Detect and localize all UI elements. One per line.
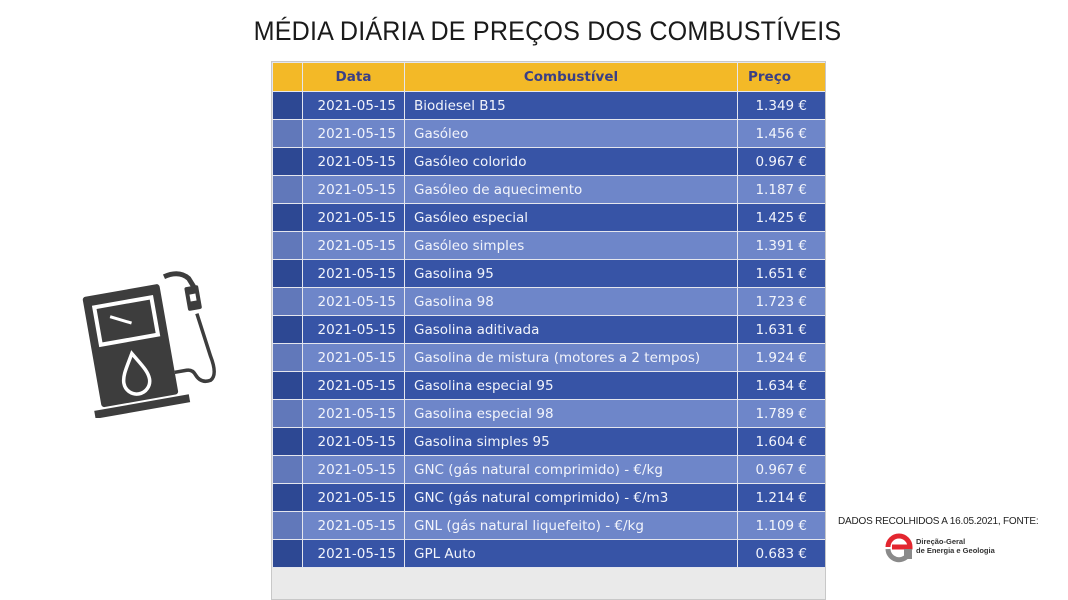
table-row: 2021-05-15 Gasolina 98 1.723 € <box>272 287 825 316</box>
price-cell: 1.187 € <box>737 175 825 204</box>
row-index-cell <box>272 343 303 372</box>
row-index-cell <box>272 119 303 148</box>
fuel-cell: GNC (gás natural comprimido) - €/kg <box>404 455 738 484</box>
table-row: 2021-05-15 Gasolina aditivada 1.631 € <box>272 315 825 344</box>
date-cell: 2021-05-15 <box>302 343 405 372</box>
page-title: MÉDIA DIÁRIA DE PREÇOS DOS COMBUSTÍVEIS <box>253 16 842 46</box>
fuel-pump-icon <box>80 268 220 419</box>
table-row: 2021-05-15 Gasolina especial 95 1.634 € <box>272 371 825 400</box>
fuel-price-table: Data Combustível Preço 2021-05-15 Biodies… <box>271 61 826 600</box>
header-date: Data <box>302 62 405 92</box>
fuel-cell: Gasolina especial 98 <box>404 399 738 428</box>
table-row: 2021-05-15 Gasolina especial 98 1.789 € <box>272 399 825 428</box>
table-row: 2021-05-15 GNL (gás natural liquefeito) -… <box>272 511 825 540</box>
date-cell: 2021-05-15 <box>302 371 405 400</box>
date-cell: 2021-05-15 <box>302 175 405 204</box>
table-row: 2021-05-15 Gasóleo simples 1.391 € <box>272 231 825 260</box>
date-cell: 2021-05-15 <box>302 231 405 260</box>
price-cell: 1.391 € <box>737 231 825 260</box>
date-cell: 2021-05-15 <box>302 259 405 288</box>
row-index-cell <box>272 427 303 456</box>
price-cell: 1.214 € <box>737 483 825 512</box>
fuel-cell: Biodiesel B15 <box>404 91 738 120</box>
fuel-cell: Gasolina 95 <box>404 259 738 288</box>
header-index-cell <box>272 62 303 92</box>
header-fuel: Combustível <box>404 62 738 92</box>
row-index-cell <box>272 483 303 512</box>
price-cell: 1.924 € <box>737 343 825 372</box>
row-index-cell <box>272 259 303 288</box>
table-row: 2021-05-15 Gasolina simples 95 1.604 € <box>272 427 825 456</box>
price-cell: 1.651 € <box>737 259 825 288</box>
logo-line-1: Direção-Geral <box>916 537 966 546</box>
price-cell: 1.789 € <box>737 399 825 428</box>
price-cell: 1.109 € <box>737 511 825 540</box>
row-index-cell <box>272 511 303 540</box>
fuel-cell: Gasolina aditivada <box>404 315 738 344</box>
date-cell: 2021-05-15 <box>302 455 405 484</box>
date-cell: 2021-05-15 <box>302 483 405 512</box>
fuel-cell: Gasóleo simples <box>404 231 738 260</box>
price-cell: 1.425 € <box>737 203 825 232</box>
table-row: 2021-05-15 GPL Auto 0.683 € <box>272 539 825 568</box>
table-row: 2021-05-15 Gasóleo colorido 0.967 € <box>272 147 825 176</box>
price-cell: 1.456 € <box>737 119 825 148</box>
row-index-cell <box>272 147 303 176</box>
fuel-cell: GPL Auto <box>404 539 738 568</box>
table-row: 2021-05-15 GNC (gás natural comprimido) -… <box>272 455 825 484</box>
table-row: 2021-05-15 Gasolina 95 1.651 € <box>272 259 825 288</box>
price-cell: 1.604 € <box>737 427 825 456</box>
price-cell: 1.634 € <box>737 371 825 400</box>
logo-line-2: de Energia e Geologia <box>916 546 995 555</box>
date-cell: 2021-05-15 <box>302 511 405 540</box>
price-cell: 0.967 € <box>737 455 825 484</box>
table-row: 2021-05-15 Gasóleo especial 1.425 € <box>272 203 825 232</box>
header-price: Preço <box>737 62 825 92</box>
table-row: 2021-05-15 GNC (gás natural comprimido) -… <box>272 483 825 512</box>
table-row: 2021-05-15 Biodiesel B15 1.349 € <box>272 91 825 120</box>
row-index-cell <box>272 315 303 344</box>
row-index-cell <box>272 203 303 232</box>
row-index-cell <box>272 371 303 400</box>
fuel-cell: Gasolina simples 95 <box>404 427 738 456</box>
table-row: 2021-05-15 Gasóleo 1.456 € <box>272 119 825 148</box>
fuel-cell: GNL (gás natural liquefeito) - €/kg <box>404 511 738 540</box>
fuel-cell: GNC (gás natural comprimido) - €/m3 <box>404 483 738 512</box>
date-cell: 2021-05-15 <box>302 147 405 176</box>
table-row: 2021-05-15 Gasolina de mistura (motores a… <box>272 343 825 372</box>
date-cell: 2021-05-15 <box>302 91 405 120</box>
price-cell: 0.683 € <box>737 539 825 568</box>
row-index-cell <box>272 455 303 484</box>
date-cell: 2021-05-15 <box>302 119 405 148</box>
fuel-cell: Gasóleo <box>404 119 738 148</box>
fuel-cell: Gasóleo especial <box>404 203 738 232</box>
date-cell: 2021-05-15 <box>302 315 405 344</box>
row-index-cell <box>272 231 303 260</box>
row-index-cell <box>272 399 303 428</box>
dgeg-logo-icon <box>885 533 913 563</box>
date-cell: 2021-05-15 <box>302 287 405 316</box>
price-cell: 1.349 € <box>737 91 825 120</box>
price-cell: 1.723 € <box>737 287 825 316</box>
table-header-row: Data Combustível Preço <box>272 62 825 92</box>
fuel-cell: Gasolina 98 <box>404 287 738 316</box>
row-index-cell <box>272 175 303 204</box>
dgeg-logo: Direção-Geral de Energia e Geologia <box>884 533 1024 565</box>
dgeg-logo-text: Direção-Geral de Energia e Geologia <box>916 537 995 555</box>
row-index-cell <box>272 91 303 120</box>
row-index-cell <box>272 287 303 316</box>
row-index-cell <box>272 539 303 568</box>
price-cell: 0.967 € <box>737 147 825 176</box>
fuel-cell: Gasolina de mistura (motores a 2 tempos) <box>404 343 738 372</box>
fuel-cell: Gasolina especial 95 <box>404 371 738 400</box>
source-label: DADOS RECOLHIDOS A 16.05.2021, FONTE: <box>838 516 1039 527</box>
date-cell: 2021-05-15 <box>302 399 405 428</box>
table-row: 2021-05-15 Gasóleo de aquecimento 1.187 € <box>272 175 825 204</box>
date-cell: 2021-05-15 <box>302 203 405 232</box>
date-cell: 2021-05-15 <box>302 539 405 568</box>
fuel-cell: Gasóleo de aquecimento <box>404 175 738 204</box>
price-cell: 1.631 € <box>737 315 825 344</box>
fuel-cell: Gasóleo colorido <box>404 147 738 176</box>
date-cell: 2021-05-15 <box>302 427 405 456</box>
